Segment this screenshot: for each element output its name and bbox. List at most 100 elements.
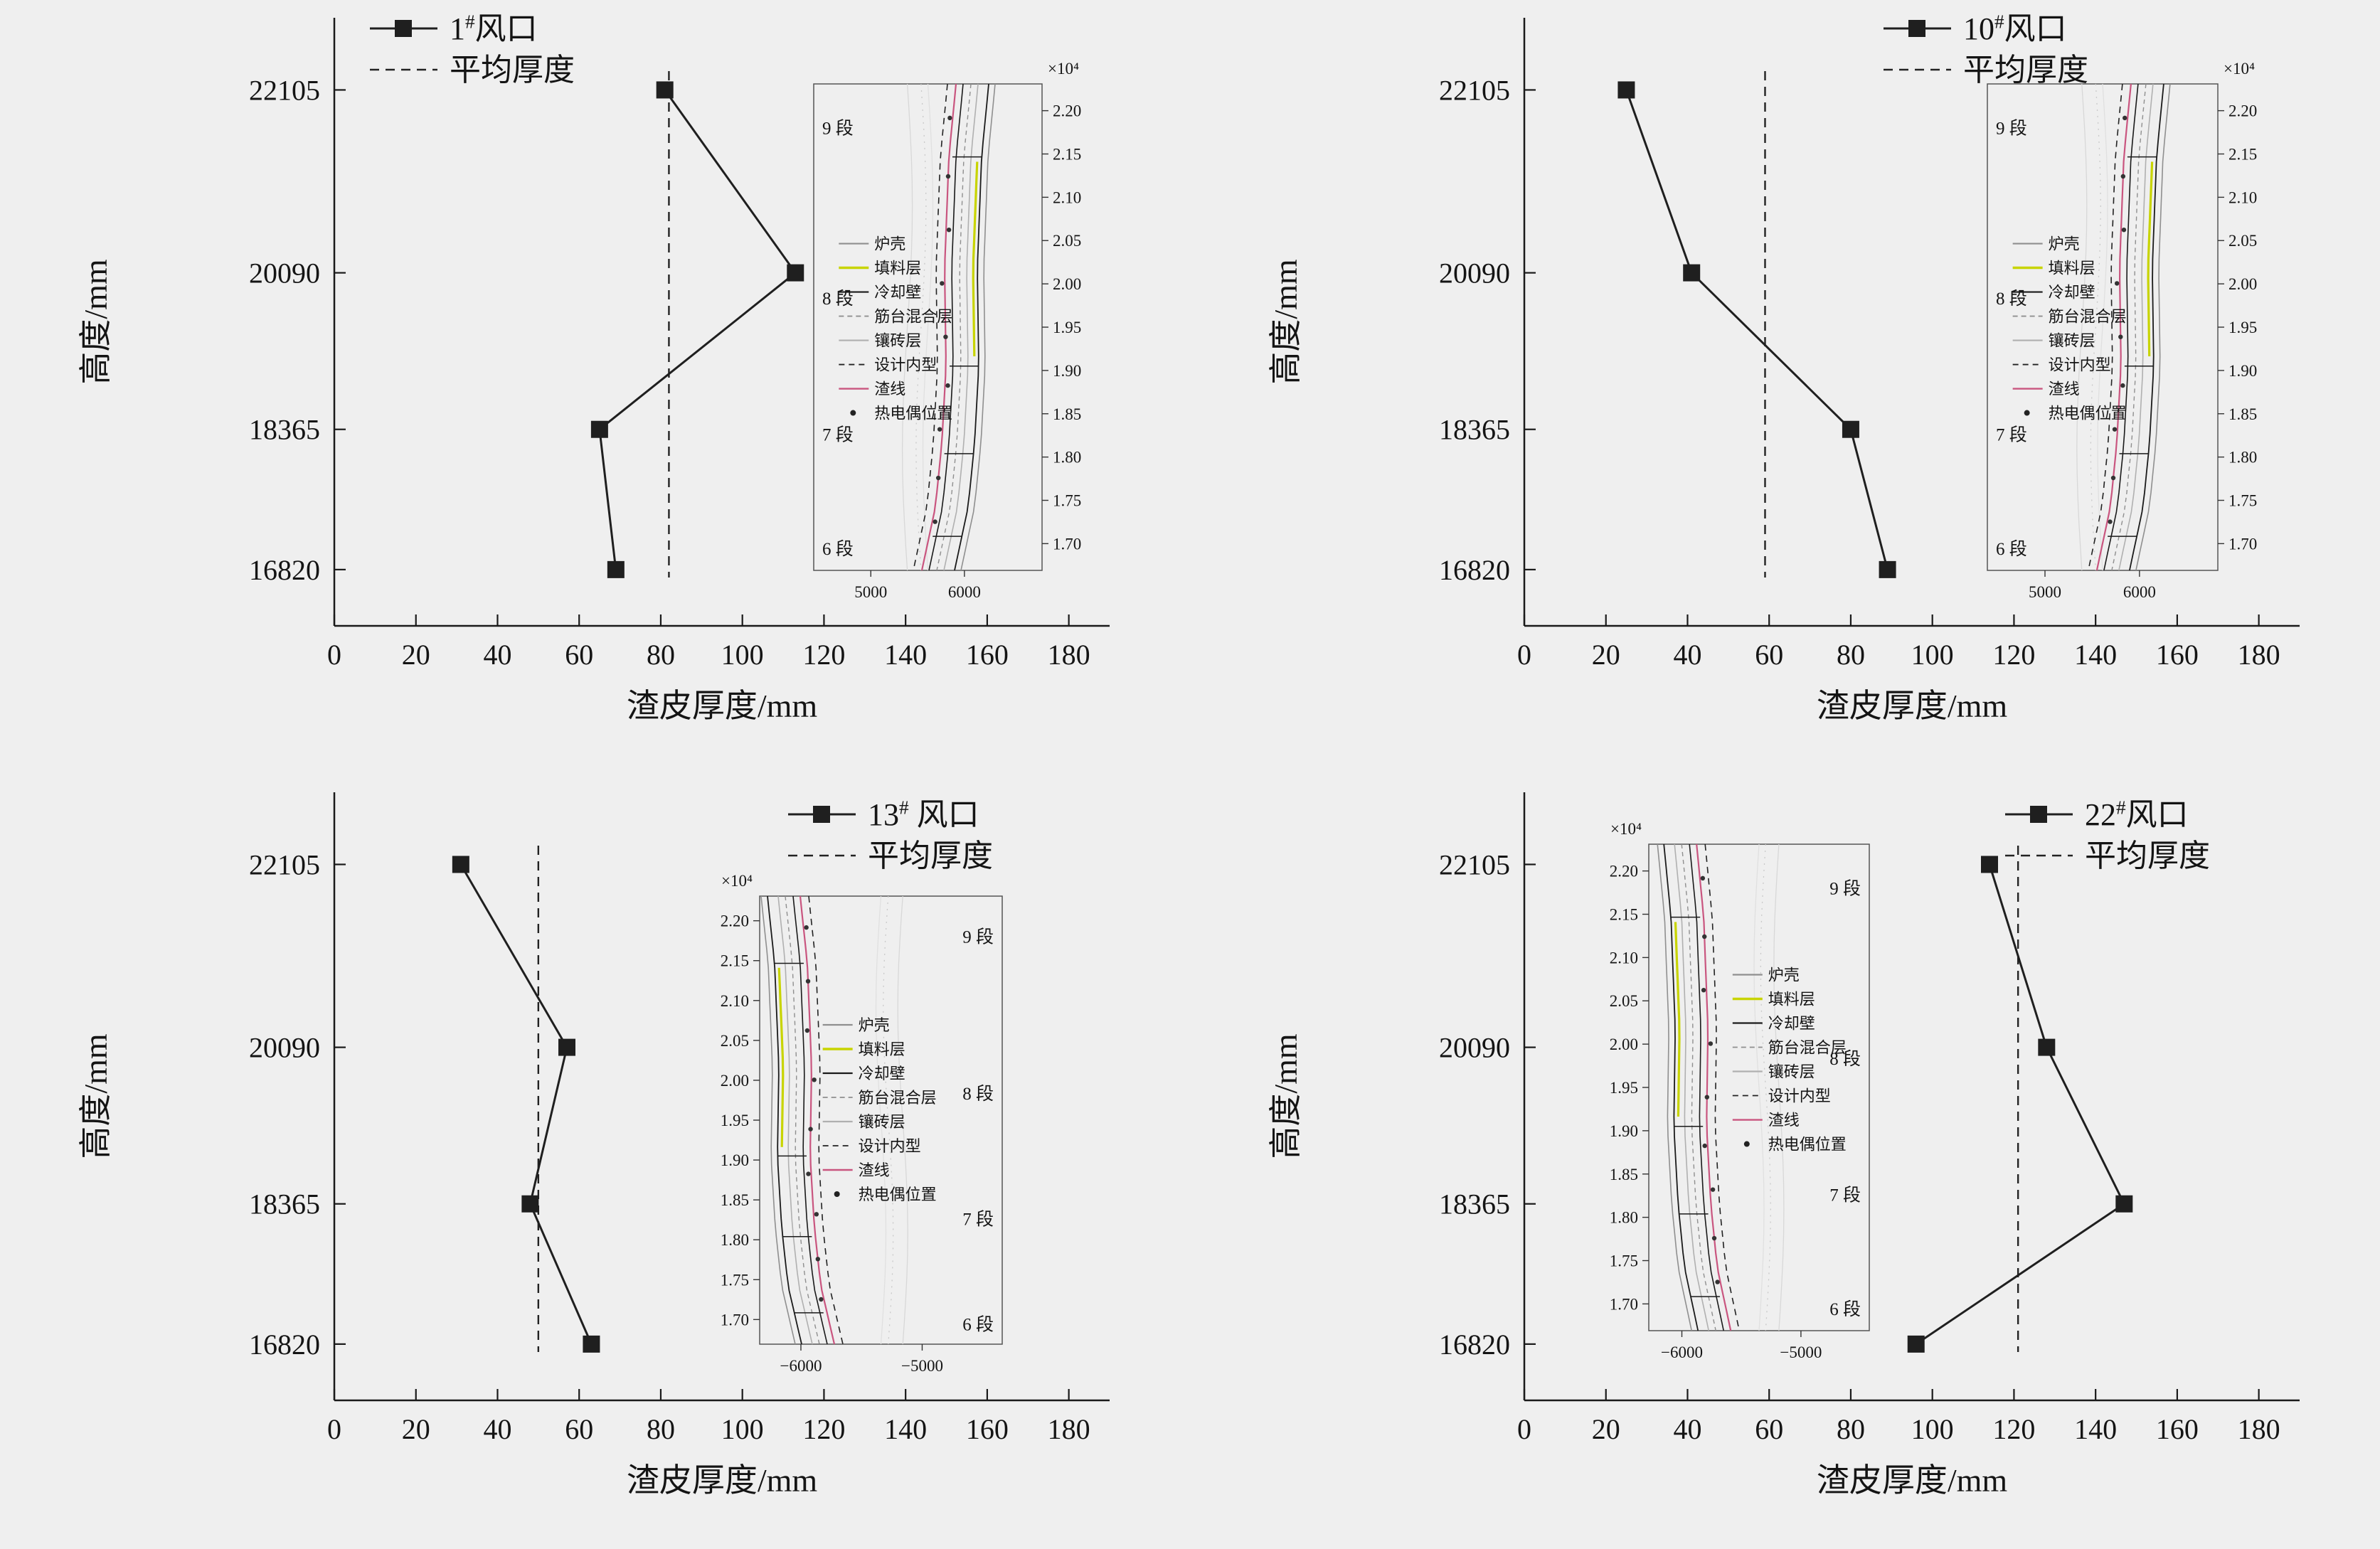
series-marker (787, 264, 804, 282)
inset-y-tick-label: 1.75 (2228, 492, 2257, 510)
y-tick-label: 16820 (249, 1329, 320, 1361)
inset-x-tick-label: 6000 (948, 583, 981, 601)
x-tick-label: 20 (1592, 1413, 1620, 1445)
x-tick-label: 160 (966, 639, 1009, 671)
y-tick-label: 22105 (249, 848, 320, 880)
y-tick-label: 22105 (1439, 848, 1510, 880)
thermocouple-dot (819, 1297, 824, 1302)
series-marker (1683, 264, 1701, 282)
inset-legend-dot (834, 1191, 840, 1197)
inset-y-tick-label: 2.00 (721, 1072, 749, 1090)
series-marker (656, 81, 674, 99)
thermocouple-dot (806, 1171, 811, 1176)
inset-legend-label: 填料层 (859, 1040, 905, 1058)
series-marker (521, 1195, 539, 1213)
thermocouple-dot (945, 383, 950, 388)
segment-label: 6 段 (962, 1315, 994, 1335)
inset-legend-label: 镶砖层 (2049, 332, 2095, 350)
x-tick-label: 20 (402, 1413, 430, 1445)
inset-y-tick-label: 1.75 (1053, 492, 1081, 510)
inset-furnace-profile: 2.20 2.15 2.10 2.05 2.00 1.95 1.90 1.85 1.80 1.75… (813, 60, 1081, 601)
legend-average-label: 平均厚度 (1963, 53, 2088, 87)
inset-y-tick-label: 1.85 (721, 1191, 749, 1209)
cooling-stave-inner-line (928, 83, 964, 571)
thermocouple-dot (940, 281, 945, 286)
y-tick-label: 18365 (249, 414, 320, 446)
thermocouple-dot (2121, 228, 2127, 233)
y-tick-label: 22105 (249, 74, 320, 106)
inset-legend-label: 炉壳 (1768, 967, 1800, 984)
x-tick-label: 100 (721, 639, 764, 671)
series-marker (2038, 1038, 2056, 1056)
y-tick-label: 20090 (1439, 1032, 1510, 1064)
inset-unit-label: ×10⁴ (2224, 60, 2255, 78)
thermocouple-dot (812, 1077, 817, 1082)
inset-y-tick-label: 2.00 (1610, 1036, 1638, 1053)
furnace-shell-line (2135, 83, 2171, 571)
thermocouple-dot (2112, 427, 2118, 432)
x-tick-label: 140 (2074, 1413, 2117, 1445)
thermocouple-dot (1702, 1143, 1707, 1149)
inset-y-tick-label: 2.05 (1610, 992, 1638, 1010)
x-tick-label: 80 (1837, 1413, 1865, 1445)
platform-mixed-layer-line (936, 83, 972, 571)
x-tick-label: 120 (802, 639, 845, 671)
legend-series-marker (395, 20, 412, 37)
inset-y-tick-label: 2.10 (1610, 949, 1638, 967)
legend-average-label: 平均厚度 (450, 53, 575, 87)
x-axis-title: 渣皮厚度/mm (627, 688, 818, 724)
cooling-stave-inner-line (2103, 83, 2139, 571)
inset-legend-dot (2024, 410, 2030, 416)
inset-legend-label: 炉壳 (2049, 235, 2080, 253)
inset-faint-profile-line (897, 895, 908, 1345)
furnace-shell-line (960, 83, 996, 571)
inset-y-tick-label: 2.00 (2228, 275, 2257, 293)
inset-legend-label: 设计内型 (859, 1137, 921, 1155)
inset-y-tick-label: 1.90 (1610, 1122, 1638, 1140)
inset-legend-label: 热电偶位置 (2049, 405, 2127, 422)
y-tick-label: 16820 (249, 554, 320, 586)
inset-legend-dot (850, 410, 856, 416)
legend-series-marker (1908, 20, 1925, 37)
inset-legend-label: 热电偶位置 (1768, 1136, 1847, 1154)
inset-y-tick-label: 1.95 (1610, 1079, 1638, 1097)
segment-label: 9 段 (822, 119, 854, 139)
inset-legend-label: 冷却壁 (874, 284, 921, 302)
inset-legend-label: 镶砖层 (859, 1113, 905, 1131)
inset-faint-profile-line (901, 83, 913, 571)
cooling-stave-outer-line (1663, 843, 1699, 1331)
x-tick-label: 0 (1517, 1413, 1531, 1445)
inset-y-tick-label: 2.20 (1610, 863, 1638, 880)
x-tick-label: 60 (565, 1413, 593, 1445)
inset-y-tick-label: 2.00 (1053, 275, 1081, 293)
segment-label: 8 段 (962, 1084, 994, 1104)
inset-y-tick-label: 2.05 (721, 1032, 749, 1050)
segment-label: 6 段 (822, 539, 854, 559)
thermocouple-dot (945, 174, 951, 179)
packing-layer-line (1674, 922, 1681, 1117)
inset-unit-label: ×10⁴ (1610, 820, 1642, 838)
inset-y-tick-label: 1.80 (721, 1231, 749, 1249)
x-tick-label: 180 (2238, 1413, 2280, 1445)
thermocouple-dot (946, 228, 952, 233)
inset-faint-profile-line (1773, 843, 1785, 1331)
thermocouple-dot (815, 1257, 821, 1262)
platform-mixed-layer-line (1681, 843, 1716, 1331)
y-tick-label: 20090 (1439, 257, 1510, 289)
x-tick-label: 140 (2074, 639, 2117, 671)
design-profile-line (913, 83, 948, 571)
inset-y-tick-label: 1.75 (1610, 1252, 1638, 1270)
series-marker (452, 856, 469, 873)
series-marker (607, 560, 625, 578)
y-tick-label: 18365 (249, 1188, 320, 1220)
thermocouple-dot (805, 979, 811, 984)
inset-x-tick-label: −5000 (901, 1357, 943, 1375)
inset-y-tick-label: 2.15 (2228, 145, 2257, 163)
inset-y-tick-label: 2.15 (721, 952, 749, 970)
inset-legend-dot (1743, 1141, 1750, 1147)
inset-x-tick-label: −6000 (1661, 1343, 1703, 1361)
series-marker (583, 1335, 600, 1353)
